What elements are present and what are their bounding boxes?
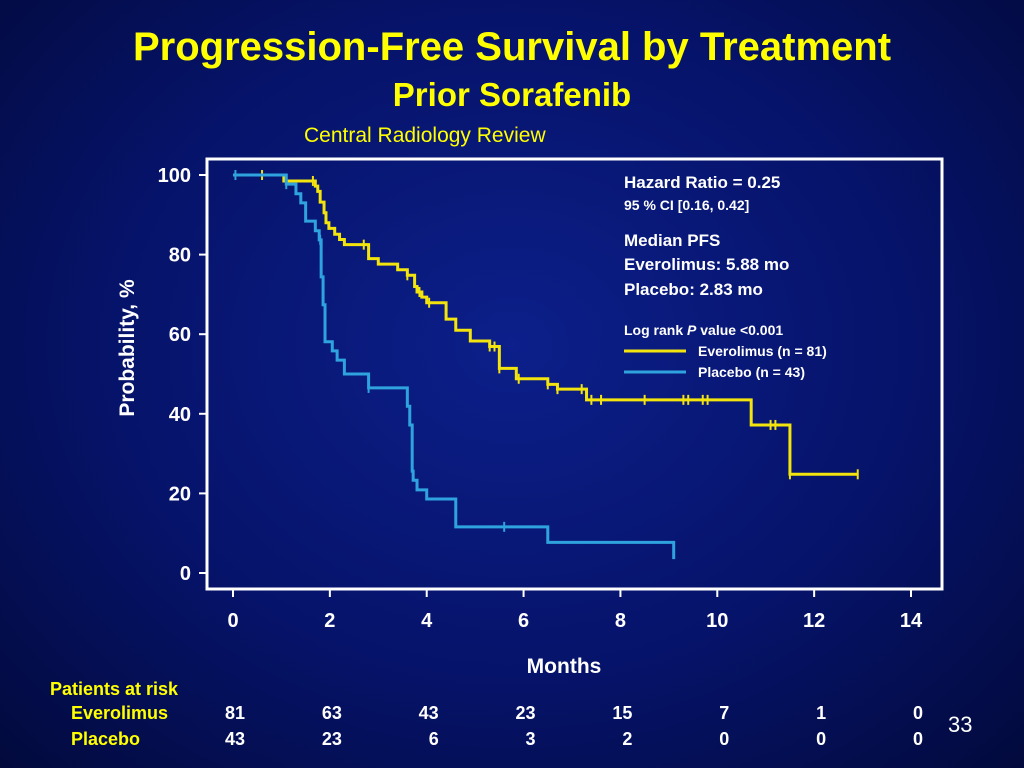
hazard-ratio: Hazard Ratio = 0.25 — [624, 173, 780, 192]
risk-cell: 43 — [418, 703, 439, 723]
risk-cell: 23 — [321, 729, 342, 749]
legend: Everolimus (n = 81) Placebo (n = 43) — [624, 343, 827, 380]
legend-label-everolimus: Everolimus (n = 81) — [698, 343, 827, 359]
risk-cell: 23 — [515, 703, 536, 723]
risk-cell: 63 — [321, 703, 342, 723]
x-tick-label: 12 — [803, 610, 825, 632]
y-axis: 0 20 40 60 80 100 — [158, 165, 207, 585]
series-layer — [233, 170, 859, 560]
risk-cell: 3 — [525, 729, 536, 749]
slide-title: Progression-Free Survival by Treatment — [132, 25, 892, 69]
x-axis-label: Months — [527, 655, 602, 678]
x-tick-label: 10 — [706, 610, 728, 632]
risk-cell: 7 — [719, 703, 730, 723]
review-label: Central Radiology Review — [304, 124, 546, 147]
y-tick-label: 40 — [169, 404, 191, 426]
risk-cell: 0 — [816, 729, 827, 749]
y-tick-label: 20 — [169, 483, 191, 505]
risk-cell: 2 — [622, 729, 633, 749]
risk-cell: 0 — [912, 729, 923, 749]
risk-table-header: Patients at risk — [50, 679, 179, 699]
y-tick-label: 100 — [158, 165, 191, 187]
risk-row-label-placebo: Placebo — [71, 729, 141, 749]
risk-cell: 1 — [816, 703, 827, 723]
risk-cell: 0 — [719, 729, 730, 749]
risk-cell: 43 — [224, 729, 245, 749]
x-tick-label: 2 — [324, 610, 335, 632]
median-pfs-title: Median PFS — [624, 231, 720, 250]
y-tick-label: 0 — [180, 563, 191, 585]
risk-row-label-everolimus: Everolimus — [71, 703, 169, 723]
y-axis-label: Probability, % — [116, 279, 139, 417]
page-number: 33 — [948, 712, 973, 737]
y-tick-label: 80 — [169, 245, 191, 267]
confidence-interval: 95 % CI [0.16, 0.42] — [624, 197, 749, 213]
x-tick-label: 4 — [421, 610, 433, 632]
plot-frame — [205, 157, 944, 591]
median-pfs-everolimus: Everolimus: 5.88 mo — [624, 255, 789, 274]
x-axis: 0 2 4 6 8 10 12 14 — [227, 589, 923, 632]
log-rank: Log rank P value <0.001 — [624, 322, 783, 338]
series-placebo-curve — [233, 173, 676, 560]
slide-subtitle: Prior Sorafenib — [392, 76, 632, 113]
risk-cell: 6 — [428, 729, 439, 749]
x-tick-label: 0 — [227, 610, 238, 632]
risk-cell: 15 — [612, 703, 633, 723]
annotations: Hazard Ratio = 0.25 95 % CI [0.16, 0.42]… — [624, 173, 789, 338]
risk-cell: 81 — [224, 703, 245, 723]
median-pfs-placebo: Placebo: 2.83 mo — [624, 280, 763, 299]
legend-label-placebo: Placebo (n = 43) — [698, 364, 805, 380]
x-tick-label: 8 — [615, 610, 626, 632]
x-tick-label: 14 — [900, 610, 923, 632]
x-tick-label: 6 — [518, 610, 529, 632]
y-tick-label: 60 — [169, 324, 191, 346]
risk-cell: 0 — [912, 703, 923, 723]
